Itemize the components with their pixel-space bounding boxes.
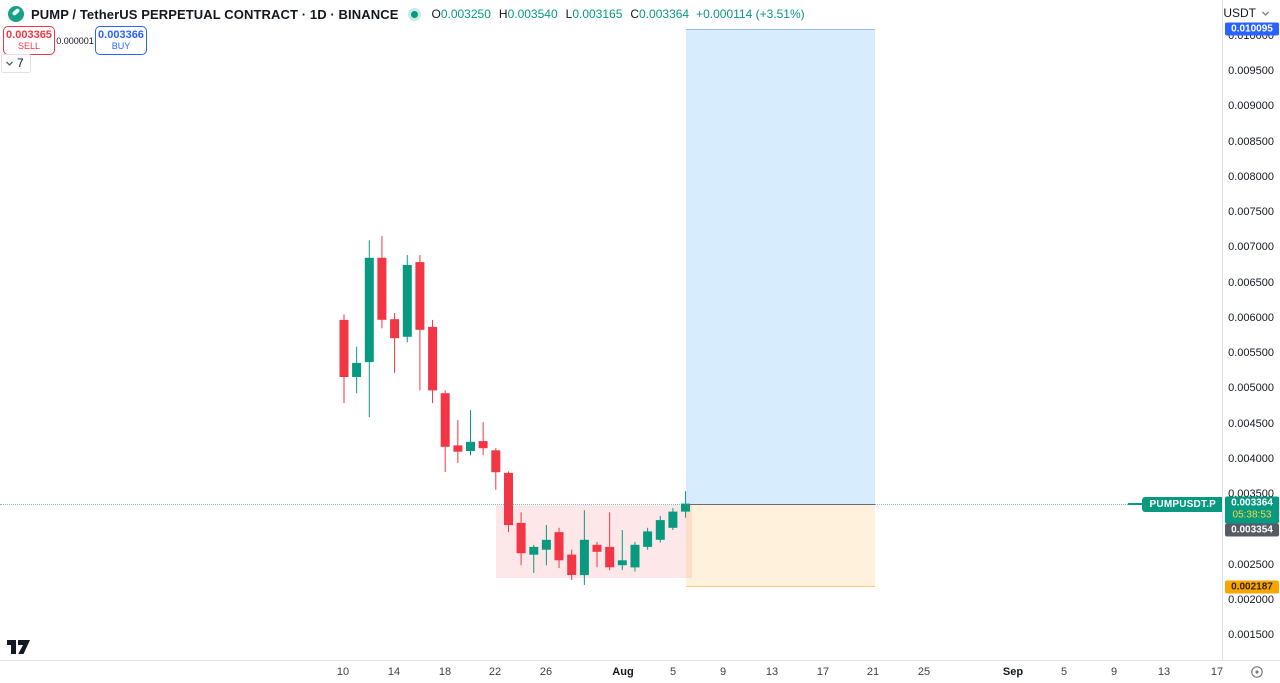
time-tick-label: 18 [438, 666, 452, 678]
highlight-rectangle[interactable] [495, 504, 692, 578]
sell-label: SELL [17, 41, 41, 51]
time-tick-label: 14 [387, 666, 401, 678]
entry-price-badge: 0.003354 [1225, 523, 1279, 537]
price-tick-label: 0.007500 [1228, 206, 1274, 218]
ohlc-item: L0.003165 [565, 7, 623, 21]
ohlc-item: H0.003540 [498, 7, 558, 21]
last-price-value: 0.003364 [1231, 497, 1273, 509]
price-tick-label: 0.006000 [1228, 311, 1274, 324]
last-price-badge: 0.003364 05:38:53 [1225, 496, 1279, 524]
time-tick-label: 26 [539, 666, 553, 678]
change-value: +0.000114 (+3.51%) [696, 7, 805, 21]
time-tick-label: 17 [816, 666, 830, 678]
sell-price: 0.003365 [6, 29, 52, 41]
timezone-clock-icon[interactable] [1250, 665, 1264, 683]
symbol-tag-lead-line [1127, 503, 1142, 506]
chevron-down-icon [1262, 11, 1269, 16]
current-price-line [0, 503, 1222, 505]
time-tick-label: 9 [719, 666, 727, 678]
price-tick-label: 0.008000 [1228, 170, 1274, 183]
chevron-down-icon [6, 61, 13, 66]
time-axis[interactable]: 10 14 18 22 26 Aug 5 9 13 17 21 25 Sep 5 9 13 17 [0, 660, 1280, 683]
ohlc-item: C0.003364 [630, 7, 690, 21]
coin-logo-icon [8, 6, 24, 22]
symbol-title[interactable]: PUMP / TetherUS PERPETUAL CONTRACT · 1D … [31, 6, 399, 22]
position-profit-zone[interactable] [685, 29, 875, 505]
ohlc-values: O0.003250 H0.003540 L0.003165 C0.003364 [431, 7, 689, 21]
objects-tray-toggle[interactable]: 7 [1, 54, 31, 73]
time-tick-label: 5 [1060, 666, 1068, 678]
ohlc-item: O0.003250 [431, 7, 491, 21]
price-tick-label: 0.009500 [1228, 65, 1274, 77]
buy-label: BUY [111, 41, 131, 51]
price-tick-label: 0.007000 [1228, 241, 1274, 254]
position-entry-line[interactable] [685, 504, 875, 506]
sell-button[interactable]: 0.003365 SELL [3, 26, 55, 55]
buy-button[interactable]: 0.003366 BUY [95, 26, 147, 55]
symbol-legend[interactable]: PUMP / TetherUS PERPETUAL CONTRACT · 1D … [8, 6, 805, 22]
time-tick-label: Aug [612, 666, 634, 678]
price-tick-label: 0.002000 [1228, 593, 1274, 606]
currency-label: USDT [1223, 6, 1256, 20]
time-tick-label: 9 [1110, 666, 1118, 678]
time-tick-label: 13 [1157, 666, 1171, 678]
time-tick-label: 21 [866, 666, 880, 678]
trade-panel: 0.003365 SELL 0.000001 0.003366 BUY [3, 26, 147, 55]
price-tick-label: 0.006500 [1228, 276, 1274, 289]
stop-price-badge: 0.002187 [1225, 580, 1279, 594]
price-tick-label: 0.002500 [1228, 558, 1274, 571]
position-stop-zone[interactable] [685, 504, 875, 587]
time-tick-label: 25 [917, 666, 931, 678]
time-tick-label: 10 [336, 666, 350, 678]
buy-price: 0.003366 [98, 29, 144, 41]
price-tick-label: 0.008500 [1228, 135, 1274, 148]
bar-countdown: 05:38:53 [1232, 509, 1272, 521]
currency-selector[interactable]: USDT [1223, 6, 1270, 20]
price-tick-label: 0.005500 [1228, 347, 1274, 359]
target-price-badge: 0.010095 [1225, 22, 1279, 36]
price-tick-label: 0.004500 [1228, 417, 1274, 430]
market-status-dot-icon [411, 10, 419, 18]
price-tick-label: 0.004000 [1228, 452, 1274, 465]
price-axis[interactable]: 0.010000 0.009500 0.009000 0.008500 0.008000… [1222, 0, 1280, 660]
time-tick-label: 17 [1210, 666, 1224, 678]
time-tick-label: Sep [1002, 666, 1024, 678]
price-tick-label: 0.005000 [1228, 382, 1274, 395]
candlestick-series [339, 236, 690, 585]
chart-canvas[interactable]: PUMPUSDT.P [0, 0, 1222, 660]
price-tick-label: 0.001500 [1228, 629, 1274, 641]
price-tick-label: 0.009000 [1228, 100, 1274, 113]
time-tick-label: 22 [488, 666, 502, 678]
symbol-tag-label: PUMPUSDT.P [1141, 496, 1222, 512]
time-tick-label: 5 [669, 666, 677, 678]
time-tick-label: 13 [765, 666, 779, 678]
objects-tray-count: 7 [17, 56, 24, 70]
symbol-price-tag: PUMPUSDT.P [1127, 496, 1222, 512]
tradingview-logo[interactable] [6, 637, 36, 662]
spread-value: 0.000001 [56, 35, 94, 46]
